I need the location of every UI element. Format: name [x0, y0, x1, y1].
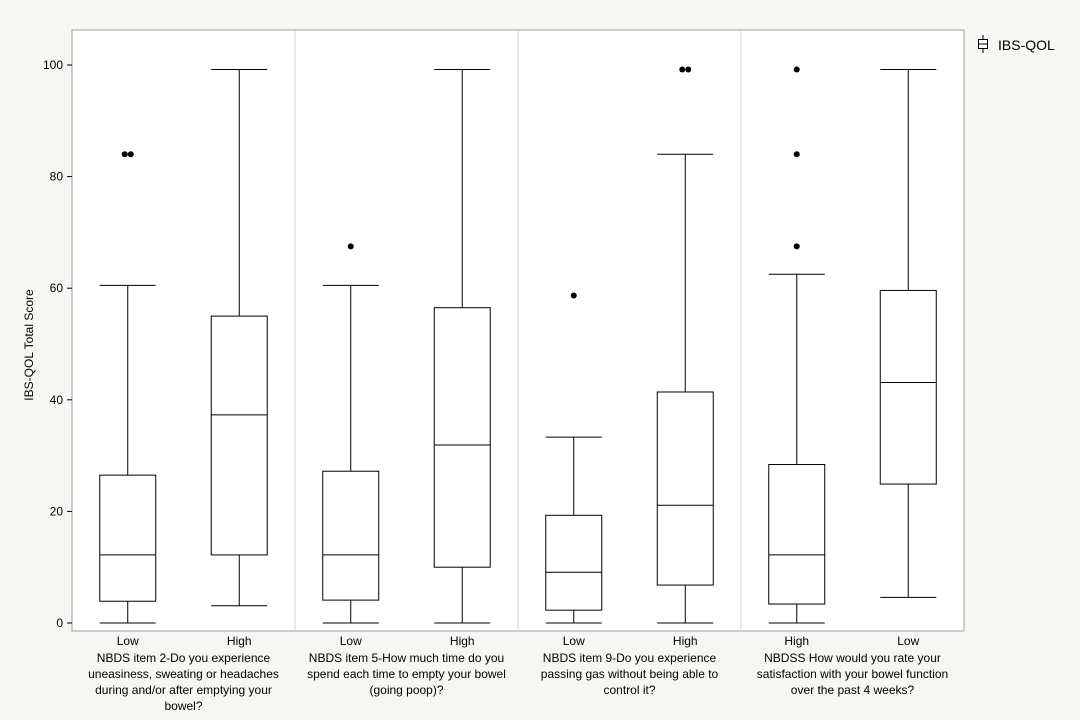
- y-tick-label: 100: [43, 58, 63, 72]
- box-iqr: [433, 307, 491, 568]
- outlier-point: [793, 151, 800, 158]
- legend: IBS-QOL: [978, 35, 1055, 53]
- category-label: Low: [897, 634, 919, 648]
- group-label-line: during and/or after emptying your: [95, 683, 272, 697]
- group-label-line: NBDSS How would you rate your: [764, 651, 941, 665]
- outlier-point: [679, 66, 686, 73]
- group-label-line: spend each time to empty your bowel: [307, 667, 506, 681]
- box-0-1: [210, 68, 268, 607]
- legend-entry: IBS-QOL: [998, 37, 1055, 53]
- category-label: High: [673, 634, 698, 648]
- group-label-line: over the past 4 weeks?: [791, 683, 915, 697]
- outlier-point: [793, 66, 800, 73]
- group-label-line: bowel?: [164, 699, 202, 713]
- category-label: High: [227, 634, 252, 648]
- group-label: NBDS item 9-Do you experience passing gas…: [541, 651, 719, 697]
- group-separators: [294, 31, 742, 630]
- box-iqr: [656, 391, 714, 586]
- group-label-line: uneasiness, sweating or headaches: [88, 667, 279, 681]
- group-label: NBDSS How would you rate your satisfactio…: [757, 651, 948, 697]
- outlier-point: [685, 66, 692, 73]
- y-tick-label: 40: [50, 393, 64, 407]
- category-label: High: [784, 634, 809, 648]
- group-label: NBDS item 5-How much time do you spend ea…: [307, 651, 506, 697]
- box-1-1: [433, 68, 491, 624]
- outlier-point: [793, 243, 800, 250]
- box-iqr: [322, 470, 380, 601]
- box-2-1: [656, 66, 714, 624]
- box-iqr: [768, 464, 826, 605]
- box-iqr: [99, 474, 157, 602]
- box-iqr: [210, 315, 268, 556]
- box-layer: [99, 66, 937, 624]
- outlier-point: [347, 243, 354, 250]
- box-2-0: [545, 292, 603, 624]
- group-label: NBDS item 2-Do you experience uneasiness,…: [88, 651, 279, 713]
- category-label: Low: [340, 634, 362, 648]
- group-label-line: NBDS item 2-Do you experience: [97, 651, 271, 665]
- x-axis-labels: Low High NBDS item 2-Do you experience unea…: [88, 634, 948, 713]
- y-tick-label: 60: [50, 281, 64, 295]
- y-axis-label: IBS-QOL Total Score: [22, 289, 36, 401]
- y-tick-label: 0: [56, 616, 63, 630]
- group-label-line: control it?: [603, 683, 655, 697]
- y-axis: 0 20 40 60 80 100: [43, 58, 72, 630]
- outlier-point: [127, 151, 134, 158]
- box-iqr: [879, 289, 937, 485]
- group-label-line: (going poop)?: [369, 683, 443, 697]
- box-3-1: [879, 68, 937, 598]
- y-tick-label: 20: [50, 504, 64, 518]
- box-iqr: [545, 514, 603, 611]
- group-label-line: satisfaction with your bowel function: [757, 667, 948, 681]
- box-0-0: [99, 151, 157, 624]
- box-3-0: [768, 66, 826, 624]
- group-label-line: NBDS item 9-Do you experience: [543, 651, 717, 665]
- outlier-point: [121, 151, 128, 158]
- group-label-line: passing gas without being able to: [541, 667, 719, 681]
- legend-boxplot-icon: [978, 35, 988, 53]
- category-label: High: [450, 634, 475, 648]
- category-label: Low: [563, 634, 585, 648]
- category-label: Low: [117, 634, 139, 648]
- y-tick-label: 80: [50, 170, 64, 184]
- box-1-0: [322, 243, 380, 624]
- group-label-line: NBDS item 5-How much time do you: [309, 651, 504, 665]
- outlier-point: [570, 292, 577, 299]
